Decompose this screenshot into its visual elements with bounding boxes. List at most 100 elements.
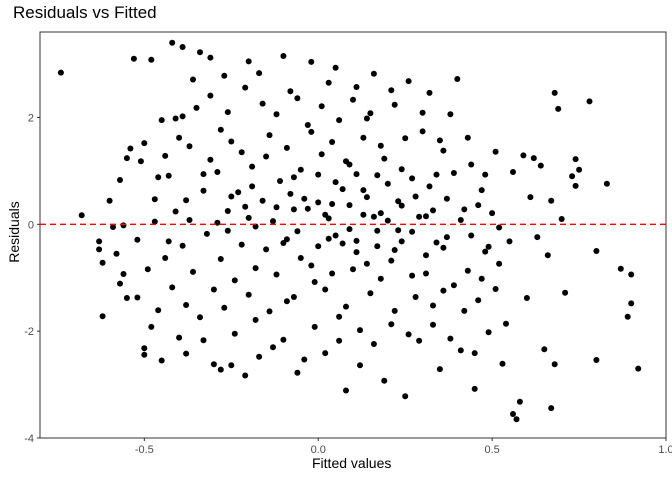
data-point	[318, 151, 325, 158]
data-point	[57, 69, 64, 76]
data-point	[440, 244, 447, 251]
data-point	[165, 238, 172, 245]
data-point	[294, 228, 301, 235]
data-point	[336, 313, 343, 320]
data-point	[249, 183, 256, 190]
data-point	[624, 313, 631, 320]
data-point	[464, 134, 471, 141]
data-point	[402, 393, 409, 400]
data-point	[450, 282, 457, 289]
data-point	[304, 122, 311, 128]
data-point	[419, 109, 426, 116]
data-point	[503, 320, 509, 327]
data-point	[496, 260, 503, 267]
data-point	[311, 279, 318, 285]
data-point	[144, 266, 151, 273]
data-point	[179, 44, 186, 50]
data-point	[443, 234, 450, 241]
data-point	[534, 234, 541, 241]
data-point	[384, 180, 391, 187]
data-point	[190, 76, 196, 83]
data-point	[377, 275, 384, 282]
data-point	[353, 237, 360, 244]
data-point	[370, 213, 377, 220]
y-tick-label: -2	[24, 326, 34, 338]
data-point	[423, 270, 429, 277]
data-point	[381, 155, 388, 162]
data-point	[134, 236, 141, 243]
data-point	[228, 362, 235, 369]
data-point	[454, 76, 461, 82]
data-point	[242, 372, 249, 379]
data-point	[343, 387, 349, 394]
data-point	[332, 179, 339, 186]
data-point	[273, 111, 280, 118]
data-point	[464, 267, 471, 274]
data-point	[176, 134, 183, 141]
data-point	[99, 313, 106, 320]
data-point	[193, 104, 200, 111]
data-point	[308, 58, 315, 65]
data-point	[235, 189, 242, 196]
data-point	[353, 84, 360, 90]
data-point	[551, 89, 558, 96]
data-point	[127, 145, 134, 152]
data-point	[339, 186, 346, 193]
data-point	[412, 294, 419, 300]
data-point	[113, 250, 120, 257]
data-point	[179, 242, 186, 249]
data-point	[210, 286, 217, 293]
data-point	[478, 187, 485, 194]
data-point	[96, 238, 103, 245]
data-point	[123, 295, 130, 301]
data-point	[221, 72, 228, 79]
data-point	[210, 361, 217, 368]
data-point	[572, 156, 579, 163]
data-point	[224, 208, 231, 214]
data-point	[263, 153, 270, 160]
data-point	[329, 139, 336, 145]
data-point	[440, 147, 447, 154]
data-point	[197, 314, 203, 321]
data-point	[294, 369, 301, 376]
data-point	[224, 109, 231, 116]
data-point	[388, 87, 395, 94]
data-point	[120, 271, 127, 277]
x-tick-label: 0.5	[484, 444, 499, 456]
data-point	[315, 243, 322, 250]
data-point	[593, 357, 600, 363]
data-point	[165, 172, 172, 179]
data-point	[186, 217, 193, 223]
data-point	[482, 248, 489, 255]
data-point	[283, 144, 290, 151]
data-point	[207, 54, 214, 61]
data-point	[277, 178, 283, 184]
chart-title: Residuals vs Fitted	[13, 3, 157, 22]
data-point	[513, 416, 520, 423]
data-point	[485, 243, 492, 250]
data-point	[555, 105, 562, 112]
data-point	[270, 344, 276, 351]
data-point	[530, 155, 537, 162]
data-point	[228, 193, 235, 200]
data-point	[214, 169, 221, 175]
data-point	[402, 135, 409, 142]
data-point	[294, 95, 301, 102]
data-point	[603, 180, 610, 187]
data-point	[249, 163, 256, 170]
data-point	[374, 172, 381, 179]
data-point	[297, 255, 304, 261]
x-tick-label: 1.0	[658, 444, 672, 456]
data-point	[433, 239, 440, 246]
data-point	[360, 134, 367, 141]
data-point	[252, 223, 259, 230]
data-point	[217, 126, 224, 133]
data-point	[134, 294, 141, 301]
data-point	[350, 266, 356, 273]
data-point	[217, 256, 224, 262]
data-point	[169, 284, 176, 291]
data-point	[270, 218, 276, 225]
data-point	[172, 115, 179, 122]
data-point	[148, 56, 155, 63]
